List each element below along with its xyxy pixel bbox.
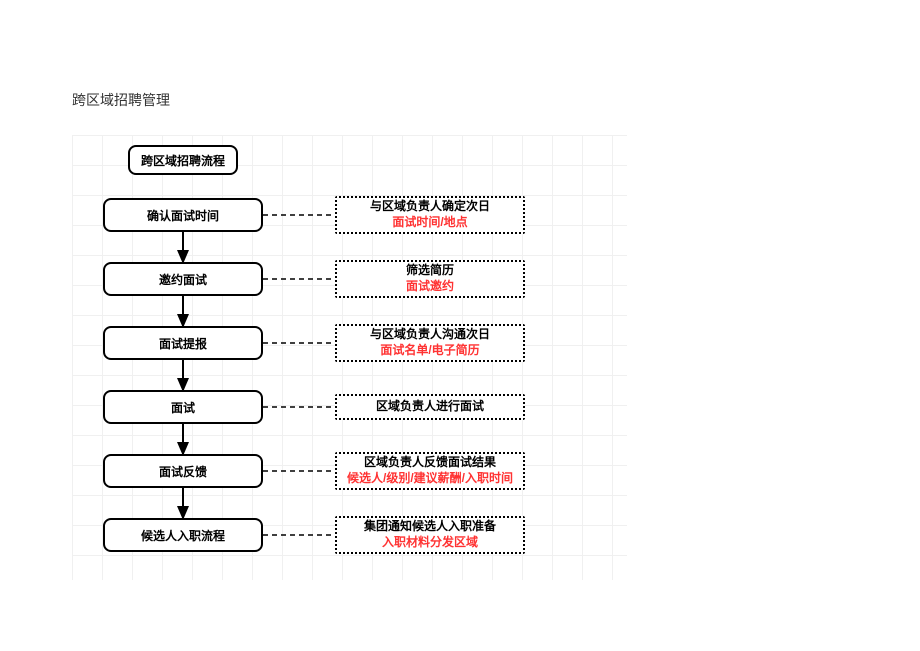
flow-node-n6: 候选人入职流程 (103, 518, 263, 552)
note-line1: 区域负责人进行面试 (376, 399, 484, 415)
note-line2: 入职材料分发区域 (382, 535, 478, 551)
note-line1: 筛选简历 (406, 263, 454, 279)
note-line1: 与区域负责人沟通次日 (370, 327, 490, 343)
page-title: 跨区域招聘管理 (72, 90, 170, 110)
flow-node-n1: 确认面试时间 (103, 198, 263, 232)
note-line2: 面试名单/电子简历 (380, 343, 479, 359)
flow-node-n2: 邀约面试 (103, 262, 263, 296)
note-line1: 集团通知候选人入职准备 (364, 519, 496, 535)
note-line1: 区域负责人反馈面试结果 (364, 455, 496, 471)
flow-note-a3: 与区域负责人沟通次日面试名单/电子简历 (335, 324, 525, 362)
flow-note-a1: 与区域负责人确定次日面试时间/地点 (335, 196, 525, 234)
note-line2: 候选人/级别/建议薪酬/入职时间 (347, 471, 513, 487)
flow-node-n4: 面试 (103, 390, 263, 424)
note-line2: 面试邀约 (406, 279, 454, 295)
flow-note-a5: 区域负责人反馈面试结果候选人/级别/建议薪酬/入职时间 (335, 452, 525, 490)
flow-node-n3: 面试提报 (103, 326, 263, 360)
flow-note-a4: 区域负责人进行面试 (335, 394, 525, 420)
flow-node-n0: 跨区域招聘流程 (128, 145, 238, 175)
flow-node-n5: 面试反馈 (103, 454, 263, 488)
flow-note-a2: 筛选简历面试邀约 (335, 260, 525, 298)
flow-note-a6: 集团通知候选人入职准备入职材料分发区域 (335, 516, 525, 554)
note-line1: 与区域负责人确定次日 (370, 199, 490, 215)
note-line2: 面试时间/地点 (392, 215, 467, 231)
